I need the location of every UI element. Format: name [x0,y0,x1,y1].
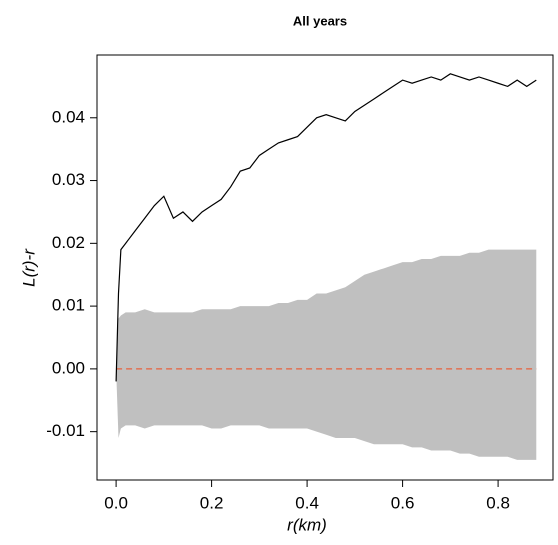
envelope-area [116,249,537,460]
y-tick-label: 0.03 [52,170,85,189]
x-tick-label: 0.8 [486,493,510,512]
x-axis-label: r(km) [287,515,327,534]
y-tick-label: 0.02 [52,233,85,252]
plot-frame [96,54,554,481]
y-tick-label: 0.01 [52,296,85,315]
y-tick-label: -0.01 [46,421,85,440]
y-axis-label: L(r)-r [19,248,38,287]
chart-title: All years [293,13,347,28]
x-tick-label: 0.2 [200,493,224,512]
observed-line [115,73,537,382]
x-tick-label: 0.0 [104,493,128,512]
y-tick-label: 0.00 [52,358,85,377]
x-tick-label: 0.4 [295,493,319,512]
y-tick-label: 0.04 [52,107,85,126]
x-tick-label: 0.6 [391,493,415,512]
